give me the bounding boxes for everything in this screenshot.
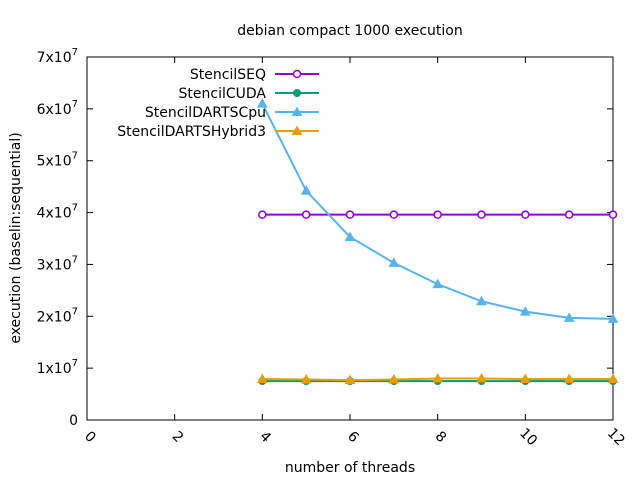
data-point bbox=[521, 210, 530, 219]
data-point bbox=[256, 373, 268, 384]
data-point bbox=[258, 210, 267, 219]
y-tick-label: 5x107 bbox=[37, 151, 78, 170]
legend-item: StencilDARTSHybrid3 bbox=[117, 124, 319, 140]
legend-label: StencilSEQ bbox=[190, 67, 266, 83]
x-tick-label: 12 bbox=[604, 425, 628, 449]
x-tick-label: 8 bbox=[432, 428, 450, 446]
data-point bbox=[477, 210, 486, 219]
legend-item: StencilSEQ bbox=[190, 67, 319, 83]
data-point bbox=[563, 312, 575, 322]
y-tick-label: 0 bbox=[69, 413, 78, 429]
y-tick-label: 1x107 bbox=[37, 358, 78, 377]
data-point bbox=[293, 89, 301, 97]
data-point bbox=[476, 295, 487, 306]
legend-label: StencilDARTSHybrid3 bbox=[117, 124, 266, 140]
data-point bbox=[432, 372, 444, 383]
x-tick-label: 6 bbox=[344, 428, 362, 446]
legend-item: StencilCUDA bbox=[179, 86, 319, 102]
data-point bbox=[389, 210, 399, 219]
data-point bbox=[300, 374, 312, 384]
x-tick-label: 10 bbox=[516, 425, 540, 449]
data-point bbox=[432, 278, 444, 289]
data-point bbox=[301, 210, 311, 219]
data-point bbox=[344, 374, 356, 385]
y-axis-label: execution (baselin:sequential) bbox=[8, 132, 24, 343]
data-point bbox=[563, 373, 575, 384]
series-layer bbox=[256, 98, 619, 386]
data-point bbox=[607, 373, 619, 384]
x-tick-label: 0 bbox=[81, 428, 99, 446]
data-point bbox=[519, 373, 531, 384]
series-stencilseq bbox=[258, 210, 618, 219]
data-point bbox=[291, 106, 303, 116]
data-point bbox=[256, 98, 268, 108]
y-tick-label: 7x107 bbox=[37, 47, 78, 66]
data-point bbox=[388, 257, 400, 267]
y-tick-label: 2x107 bbox=[37, 306, 78, 325]
series-stencildartscpu bbox=[256, 98, 619, 323]
x-tick-label: 4 bbox=[256, 428, 274, 446]
legend-item: StencilDARTSCpu bbox=[145, 105, 319, 121]
y-tick-label: 4x107 bbox=[37, 203, 78, 222]
data-point bbox=[564, 210, 574, 219]
data-point bbox=[291, 125, 303, 135]
data-point bbox=[519, 306, 531, 316]
legend: StencilSEQ StencilCUDA StencilDARTSCpu Sten… bbox=[117, 67, 319, 140]
x-axis-label: number of threads bbox=[285, 460, 415, 476]
data-point bbox=[476, 372, 487, 383]
chart-title: debian compact 1000 execution bbox=[237, 23, 462, 39]
data-point bbox=[345, 210, 355, 219]
x-tick-label: 2 bbox=[169, 428, 187, 446]
y-tick-label: 6x107 bbox=[37, 99, 78, 118]
data-point bbox=[608, 210, 618, 219]
series-stencildartshybrid3 bbox=[256, 372, 619, 385]
data-point bbox=[344, 231, 356, 241]
data-point bbox=[607, 313, 619, 323]
data-point bbox=[388, 374, 400, 384]
y-tick-label: 3x107 bbox=[37, 254, 78, 273]
legend-label: StencilDARTSCpu bbox=[145, 105, 266, 121]
data-point bbox=[300, 185, 312, 195]
data-point bbox=[433, 210, 442, 219]
legend-label: StencilCUDA bbox=[179, 86, 267, 102]
axis-ticks: 0 1x107 2x107 3x107 4x107 5x107 6x107 7x107 0 2 4 6… bbox=[37, 47, 628, 449]
data-point bbox=[292, 69, 302, 79]
